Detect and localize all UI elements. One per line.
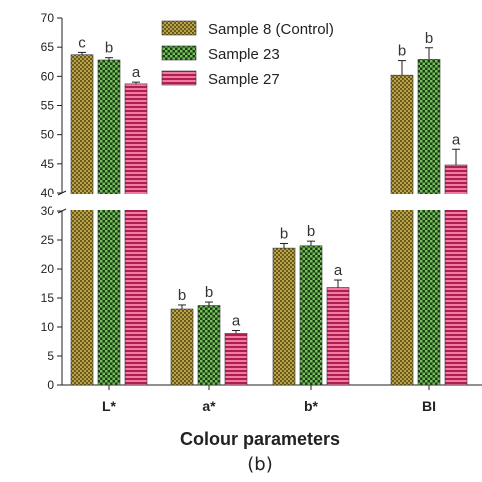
significance-letter: b bbox=[105, 40, 113, 57]
y-tick-label: 10 bbox=[41, 320, 55, 334]
y-tick-label: 70 bbox=[41, 11, 55, 25]
legend-label-series-3: Sample 27 bbox=[208, 71, 280, 88]
axis-break-gap bbox=[52, 194, 482, 210]
y-tick-label: 5 bbox=[47, 349, 54, 363]
bar-1-2 bbox=[272, 247, 296, 386]
legend-swatch-series-1 bbox=[161, 20, 197, 36]
y-tick-label: 25 bbox=[41, 233, 55, 247]
axis-break-mark bbox=[57, 208, 67, 214]
x-tick-label: a* bbox=[202, 398, 216, 414]
significance-letter: b bbox=[307, 223, 315, 240]
significance-letter: c bbox=[78, 34, 86, 51]
x-tick-label: BI bbox=[422, 398, 436, 414]
legend-label-series-2: Sample 23 bbox=[208, 46, 280, 63]
bar-3-1 bbox=[224, 333, 248, 386]
y-tick-label: 50 bbox=[41, 128, 55, 142]
y-tick-label: 55 bbox=[41, 99, 55, 113]
significance-letter: a bbox=[132, 64, 141, 81]
bar-2-1 bbox=[197, 305, 221, 386]
significance-letter: a bbox=[232, 312, 241, 329]
legend-label-series-1: Sample 8 (Control) bbox=[208, 21, 334, 38]
bar-3-0 bbox=[124, 83, 148, 386]
legend: Sample 8 (Control) Sample 23 Sample 27 bbox=[161, 20, 334, 88]
significance-letter: b bbox=[280, 225, 288, 242]
figure-caption: (b) bbox=[247, 454, 272, 475]
y-tick-label: 30 bbox=[41, 204, 55, 218]
y-tick-label: 60 bbox=[41, 69, 55, 83]
x-tick-label: b* bbox=[304, 398, 319, 414]
bar-1-3 bbox=[390, 74, 414, 386]
bar-2-0 bbox=[97, 59, 121, 386]
x-tick-label: L* bbox=[102, 398, 117, 414]
data-labels: c b a b b a b b a b b a bbox=[52, 30, 482, 329]
y-tick-label: 40 bbox=[41, 186, 55, 200]
legend-swatch-series-3 bbox=[161, 70, 197, 86]
y-tick-label: 15 bbox=[41, 291, 55, 305]
bar-3-2 bbox=[326, 287, 350, 386]
axis-break-mark bbox=[57, 190, 67, 196]
significance-letter: b bbox=[425, 30, 433, 47]
x-axis-label: Colour parameters bbox=[180, 429, 340, 449]
y-tick-label: 65 bbox=[41, 40, 55, 54]
axes: 0 5 10 15 20 25 30 40 45 50 55 60 65 70 L* a* b* BI bbox=[41, 11, 482, 414]
bar-1-0 bbox=[70, 54, 94, 386]
significance-letter: b bbox=[178, 287, 186, 304]
y-tick-label: 20 bbox=[41, 262, 55, 276]
y-tick-label: 45 bbox=[41, 157, 55, 171]
significance-letter: a bbox=[452, 131, 461, 148]
bars bbox=[70, 47, 468, 386]
bar-2-3 bbox=[417, 59, 441, 386]
significance-letter: b bbox=[398, 43, 406, 60]
significance-letter: b bbox=[205, 284, 213, 301]
bar-2-2 bbox=[299, 245, 323, 386]
legend-swatch-series-2 bbox=[161, 45, 197, 61]
bar-1-1 bbox=[170, 308, 194, 386]
y-tick-label: 0 bbox=[47, 378, 54, 392]
significance-letter: a bbox=[334, 262, 343, 279]
